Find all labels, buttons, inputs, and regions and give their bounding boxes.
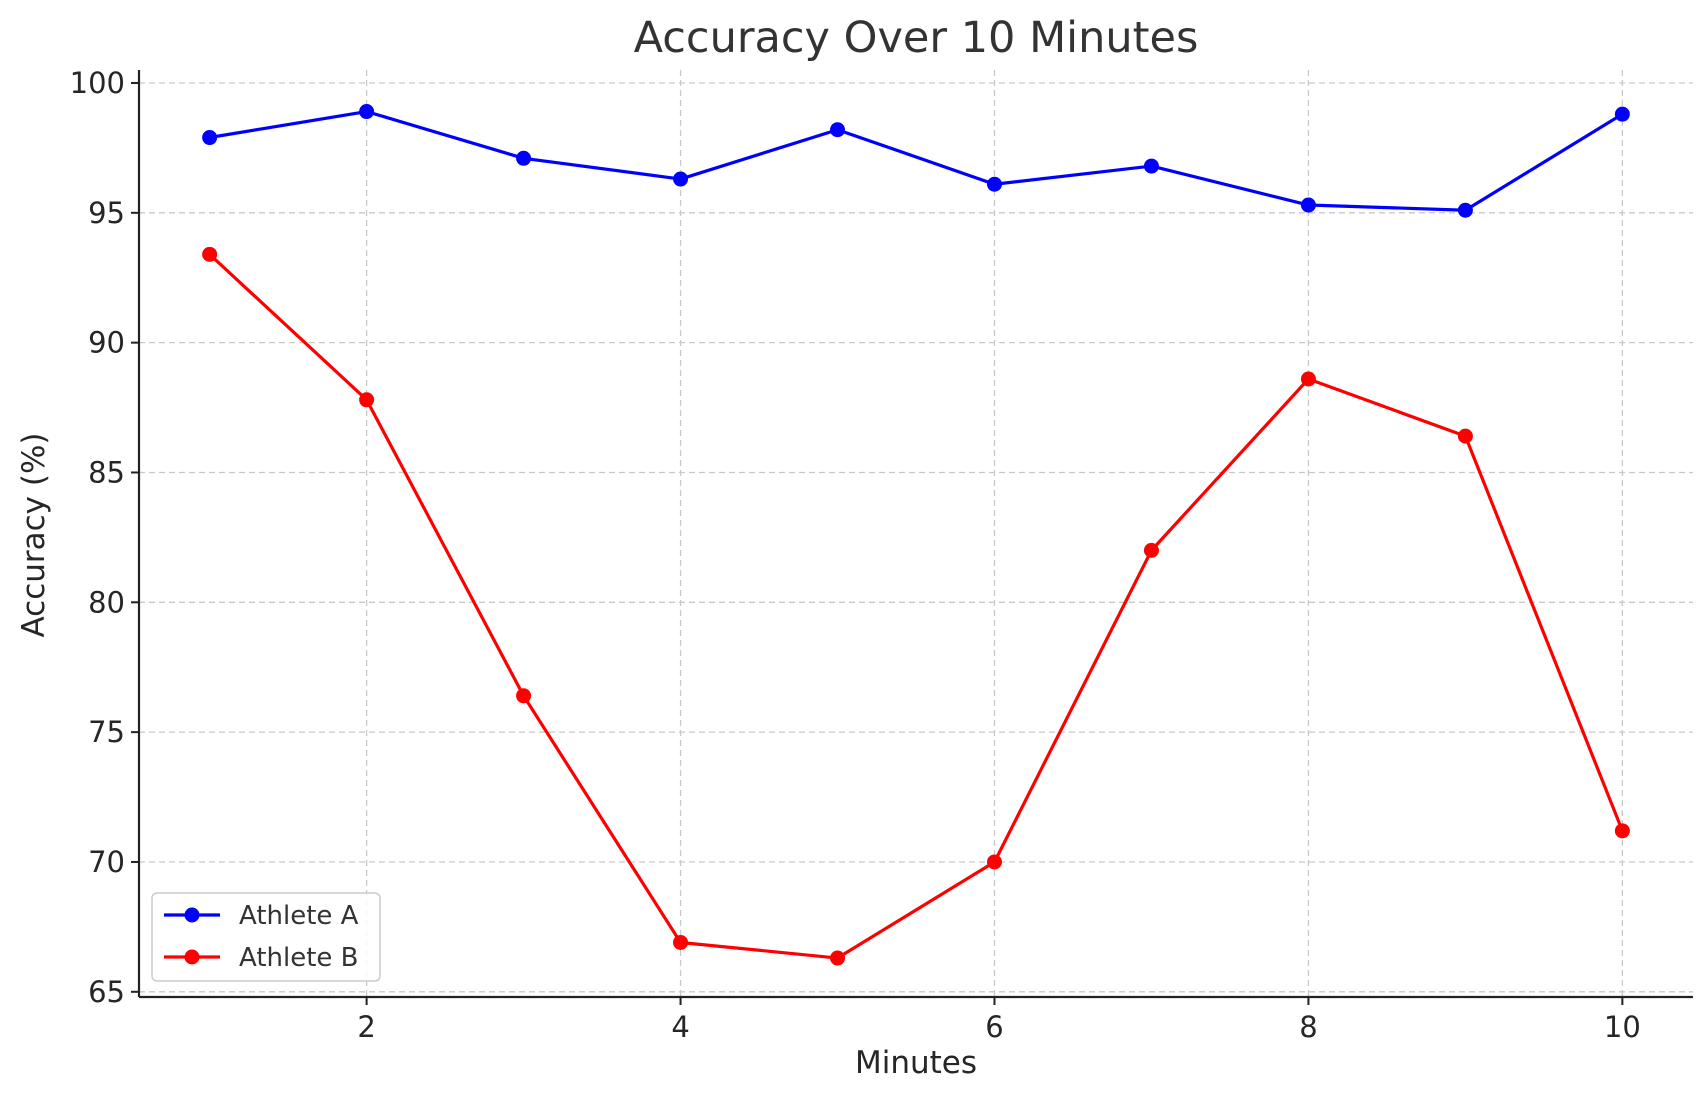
data-point [516, 150, 532, 166]
data-point [673, 934, 689, 950]
data-point [1614, 106, 1630, 122]
y-tick-label: 70 [88, 845, 125, 879]
series-line [208, 253, 1624, 960]
y-tick-label: 90 [88, 326, 125, 360]
y-tick-label: 65 [88, 975, 125, 1009]
data-point [516, 688, 532, 704]
y-tick-label: 100 [70, 66, 125, 100]
data-point [830, 950, 846, 966]
data-series [202, 104, 1630, 966]
chart-title: Accuracy Over 10 Minutes [634, 13, 1199, 63]
legend-marker [184, 949, 200, 965]
data-point [830, 122, 846, 138]
data-point [673, 171, 689, 187]
x-tick-label: 6 [985, 1010, 1003, 1044]
data-point [986, 176, 1002, 192]
legend-label: Athlete B [239, 943, 359, 973]
legend-label: Athlete A [239, 901, 359, 931]
y-tick-label: 85 [88, 455, 125, 489]
data-point [986, 854, 1002, 870]
grid [139, 70, 1693, 997]
series-athlete-b [202, 246, 1630, 966]
data-point [1143, 542, 1159, 558]
x-tick-label: 8 [1299, 1010, 1317, 1044]
y-tick-label: 95 [88, 196, 125, 230]
data-point [359, 392, 375, 408]
series-line [209, 109, 1624, 212]
data-point [1143, 158, 1159, 174]
data-point [202, 130, 218, 146]
data-point [1614, 823, 1630, 839]
legend-item: Athlete B [164, 943, 359, 973]
data-point [1457, 428, 1473, 444]
data-point [202, 246, 218, 262]
axes-spines [137, 70, 1693, 999]
x-tick-label: 2 [357, 1010, 375, 1044]
legend-item: Athlete A [164, 901, 359, 931]
legend-marker [184, 907, 200, 923]
data-point [1457, 202, 1473, 218]
y-axis-label: Accuracy (%) [16, 432, 52, 637]
y-tick-label: 75 [88, 715, 125, 749]
y-tick-label: 80 [88, 585, 125, 619]
axis-ticks: 2 4 6 8 10 65 70 75 80 85 90 95 100 [70, 66, 1641, 1044]
x-axis-label: Minutes [855, 1045, 977, 1081]
x-tick-label: 10 [1604, 1010, 1641, 1044]
x-tick-label: 4 [671, 1010, 689, 1044]
data-point [1300, 371, 1316, 387]
legend: Athlete A Athlete B [151, 892, 381, 982]
data-point [359, 104, 375, 120]
series-athlete-a [202, 104, 1630, 218]
data-point [1300, 197, 1316, 213]
